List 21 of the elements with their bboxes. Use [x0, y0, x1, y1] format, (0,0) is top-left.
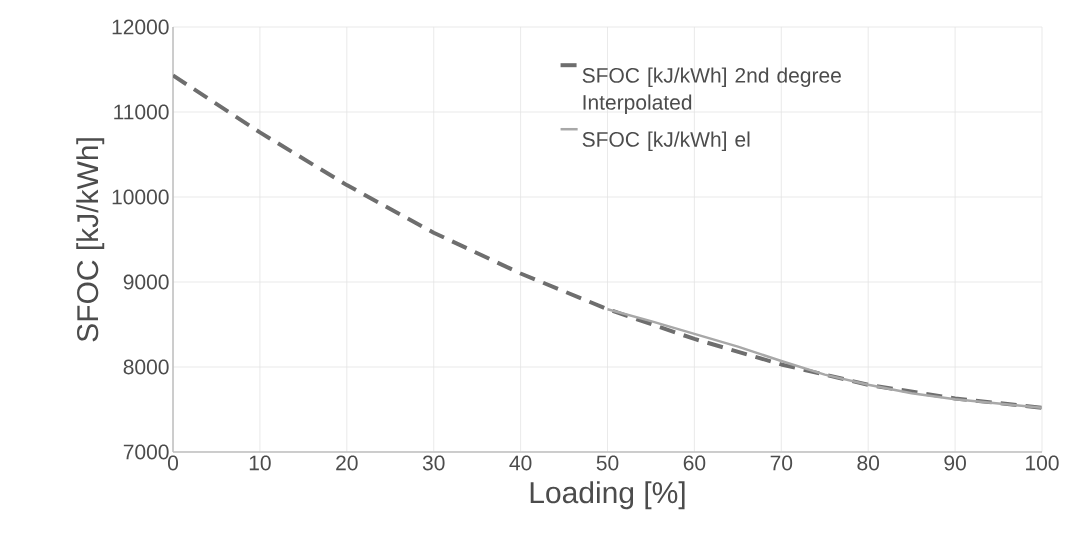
x-tick-label: 20	[336, 455, 358, 471]
y-axis-title: SFOC [kJ/kWh]	[76, 138, 105, 342]
y-tick-label: 9000	[123, 274, 169, 290]
x-tick-label: 100	[1026, 455, 1059, 471]
x-tick-label: 50	[596, 455, 619, 471]
x-tick-label: 30	[422, 455, 445, 471]
x-tick-label: 10	[249, 455, 271, 471]
x-axis-title: Loading [%]	[530, 481, 685, 510]
x-tick-label: 70	[770, 455, 793, 471]
y-tick-label: 12000	[112, 19, 169, 35]
x-tick-label: 0	[167, 455, 179, 471]
x-tick-label: 80	[857, 455, 880, 471]
x-tick-label: 60	[683, 455, 706, 471]
x-tick-label: 90	[944, 455, 966, 471]
x-tick-label: 40	[509, 455, 532, 471]
y-tick-label: 7000	[123, 444, 169, 460]
y-tick-label: 10000	[112, 189, 169, 205]
y-tick-label: 8000	[123, 359, 169, 375]
legend-label: SFOC [kJ/kWh] el	[582, 131, 750, 151]
legend-label: SFOC [kJ/kWh] 2nd degree Interpolated	[582, 67, 841, 114]
y-tick-label: 11000	[114, 104, 169, 120]
